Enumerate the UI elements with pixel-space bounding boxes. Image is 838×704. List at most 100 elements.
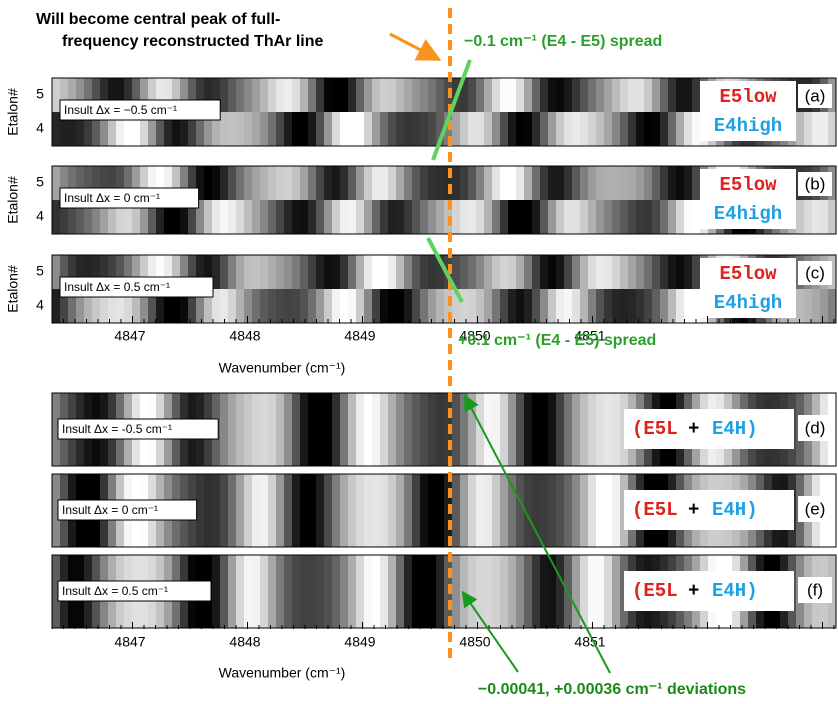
stripe bbox=[596, 112, 604, 146]
stripe bbox=[644, 166, 652, 200]
stripe bbox=[396, 255, 404, 289]
stripe bbox=[228, 112, 236, 146]
overlay: Insult Δx = −0.5 cm⁻¹ E5low E4high (a) 5 4 Eta… bbox=[5, 8, 837, 698]
stripe bbox=[428, 393, 436, 466]
stripe bbox=[260, 200, 268, 234]
stripe bbox=[68, 200, 76, 234]
stripe bbox=[620, 255, 628, 289]
stripe bbox=[556, 393, 564, 466]
stripe bbox=[588, 255, 596, 289]
stripe bbox=[548, 78, 556, 112]
stripe bbox=[372, 112, 380, 146]
stripe bbox=[652, 78, 660, 112]
stripe bbox=[132, 289, 140, 323]
stripe bbox=[636, 200, 644, 234]
stripe bbox=[356, 78, 364, 112]
stripe bbox=[388, 112, 396, 146]
stripe bbox=[388, 166, 396, 200]
stripe bbox=[412, 255, 420, 289]
insult-box bbox=[59, 99, 221, 121]
stripe bbox=[580, 78, 588, 112]
stripe bbox=[388, 289, 396, 323]
stripe bbox=[84, 289, 92, 323]
stripe bbox=[284, 200, 292, 234]
stripe bbox=[324, 166, 332, 200]
stripe bbox=[652, 200, 660, 234]
stripe bbox=[468, 555, 476, 628]
stripe bbox=[492, 112, 500, 146]
stripe bbox=[220, 393, 228, 466]
stripe bbox=[588, 112, 596, 146]
stripe bbox=[492, 166, 500, 200]
stripe bbox=[404, 78, 412, 112]
stripe bbox=[236, 393, 244, 466]
stripe bbox=[276, 78, 284, 112]
stripe bbox=[180, 200, 188, 234]
stripe bbox=[572, 78, 580, 112]
label-bg bbox=[700, 169, 796, 229]
stripe bbox=[116, 78, 124, 112]
stripe bbox=[244, 112, 252, 146]
stripe bbox=[284, 255, 292, 289]
stripe bbox=[508, 112, 516, 146]
stripe bbox=[396, 200, 404, 234]
stripe bbox=[492, 393, 500, 466]
stripe bbox=[332, 289, 340, 323]
stripe bbox=[548, 200, 556, 234]
stripe bbox=[828, 289, 836, 323]
stripe bbox=[436, 166, 444, 200]
stripe bbox=[428, 78, 436, 112]
stripe bbox=[684, 78, 692, 112]
stripe bbox=[508, 555, 516, 628]
stripe bbox=[268, 166, 276, 200]
stripe bbox=[572, 555, 580, 628]
stripe bbox=[212, 555, 220, 628]
stripe bbox=[236, 166, 244, 200]
stripe bbox=[268, 255, 276, 289]
stripe bbox=[300, 255, 308, 289]
stripe bbox=[620, 112, 628, 146]
stripe bbox=[284, 78, 292, 112]
stripe bbox=[348, 289, 356, 323]
e5-label: E5low bbox=[719, 263, 777, 285]
stripe bbox=[356, 289, 364, 323]
stripe bbox=[540, 289, 548, 323]
stripe bbox=[252, 393, 260, 466]
stripe bbox=[188, 289, 196, 323]
stripe bbox=[428, 555, 436, 628]
stripe bbox=[492, 200, 500, 234]
stripe bbox=[428, 289, 436, 323]
stripe bbox=[372, 289, 380, 323]
stripe bbox=[356, 112, 364, 146]
stripe bbox=[108, 200, 116, 234]
stripe bbox=[596, 255, 604, 289]
stripe bbox=[380, 200, 388, 234]
stripe bbox=[388, 78, 396, 112]
stripe bbox=[492, 255, 500, 289]
stripe bbox=[124, 112, 132, 146]
stripe bbox=[428, 166, 436, 200]
stripe bbox=[420, 112, 428, 146]
stripe bbox=[420, 166, 428, 200]
stripe bbox=[100, 166, 108, 200]
stripe bbox=[196, 200, 204, 234]
stripe bbox=[580, 166, 588, 200]
stripe bbox=[236, 255, 244, 289]
stripe bbox=[284, 112, 292, 146]
stripe bbox=[532, 393, 540, 466]
stripe bbox=[300, 78, 308, 112]
stripe bbox=[452, 393, 460, 466]
stripe bbox=[140, 166, 148, 200]
stripe bbox=[268, 78, 276, 112]
stripe bbox=[172, 200, 180, 234]
stripe bbox=[580, 393, 588, 466]
stripe bbox=[276, 112, 284, 146]
stripe bbox=[820, 112, 828, 146]
stripe bbox=[460, 112, 468, 146]
stripe bbox=[68, 255, 76, 289]
stripe bbox=[692, 200, 700, 234]
stripe bbox=[68, 112, 76, 146]
stripe bbox=[388, 255, 396, 289]
stripe bbox=[796, 112, 804, 146]
stripe bbox=[348, 393, 356, 466]
